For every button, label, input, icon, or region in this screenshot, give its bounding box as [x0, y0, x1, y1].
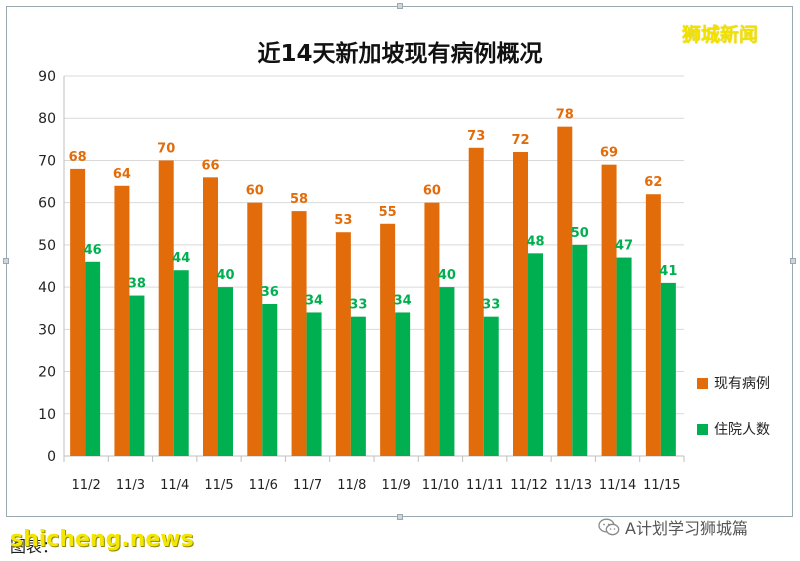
data-label-existing-cases: 69 [600, 146, 618, 161]
site-watermark: shicheng.news [10, 527, 194, 552]
data-label-existing-cases: 73 [467, 129, 485, 144]
y-tick-label: 0 [47, 449, 56, 465]
source-label: 图表： [10, 537, 59, 556]
data-label-hospitalized: 34 [394, 293, 412, 308]
x-tick-label: 11/8 [337, 478, 366, 493]
bar-existing-cases [468, 147, 484, 456]
bar-existing-cases [601, 164, 617, 456]
bar-existing-cases [114, 185, 130, 456]
x-tick-label: 11/3 [116, 478, 145, 493]
bar-existing-cases [247, 202, 263, 456]
wechat-account-name: A计划学习狮城篇 [625, 519, 748, 538]
y-tick-label: 60 [38, 196, 56, 212]
data-label-hospitalized: 33 [482, 298, 500, 313]
x-tick-label: 11/5 [204, 478, 233, 493]
data-label-existing-cases: 60 [246, 184, 264, 199]
data-label-existing-cases: 72 [511, 133, 529, 148]
bar-hospitalized [572, 244, 588, 456]
legend-item-series-1: 住院人数 [697, 418, 770, 440]
data-label-hospitalized: 50 [571, 226, 589, 241]
bar-existing-cases [424, 202, 440, 456]
data-label-hospitalized: 34 [305, 293, 323, 308]
data-label-hospitalized: 46 [84, 243, 102, 258]
x-tick-label: 11/6 [249, 478, 278, 493]
data-label-hospitalized: 48 [526, 234, 544, 249]
y-tick-label: 40 [38, 280, 56, 296]
data-label-hospitalized: 47 [615, 239, 633, 254]
data-label-hospitalized: 36 [261, 285, 279, 300]
legend: 现有病例 住院人数 [697, 372, 770, 464]
legend-label-series-0: 现有病例 [714, 376, 770, 392]
watermark-top: 狮城新闻 [682, 24, 759, 46]
bar-existing-cases [557, 126, 573, 457]
bar-hospitalized [616, 257, 632, 456]
bar-hospitalized [483, 316, 499, 456]
x-tick-label: 11/4 [160, 478, 189, 493]
resize-handle-right[interactable] [790, 258, 796, 264]
bar-existing-cases [380, 223, 396, 456]
bar-hospitalized [439, 287, 455, 456]
legend-swatch-series-1 [697, 423, 708, 435]
bar-existing-cases [513, 152, 528, 456]
bar-hospitalized [85, 261, 101, 456]
data-label-existing-cases: 62 [644, 175, 662, 190]
data-label-hospitalized: 41 [659, 264, 677, 279]
bar-hospitalized [306, 312, 322, 456]
x-tick-label: 11/9 [382, 478, 411, 493]
bar-existing-cases [335, 232, 351, 456]
x-tick-label: 11/12 [510, 478, 547, 493]
data-label-existing-cases: 70 [157, 141, 175, 156]
y-tick-label: 70 [38, 153, 56, 169]
bar-existing-cases [70, 168, 86, 456]
x-tick-label: 11/11 [466, 478, 503, 493]
resize-handle-top[interactable] [397, 3, 403, 9]
data-label-existing-cases: 64 [113, 167, 131, 182]
wechat-icon [598, 518, 620, 536]
y-tick-label: 10 [38, 407, 56, 423]
data-label-hospitalized: 40 [216, 268, 234, 283]
x-tick-label: 11/7 [293, 478, 322, 493]
x-tick-label: 11/15 [643, 478, 680, 493]
wechat-account: A计划学习狮城篇 [598, 515, 748, 539]
y-tick-label: 30 [38, 322, 56, 338]
bar-hospitalized [660, 282, 676, 456]
resize-handle-bottom[interactable] [397, 514, 403, 520]
data-label-existing-cases: 78 [556, 108, 574, 123]
data-label-hospitalized: 44 [172, 251, 190, 266]
data-label-hospitalized: 40 [438, 268, 456, 283]
legend-swatch-series-0 [697, 377, 708, 389]
data-label-existing-cases: 68 [69, 150, 87, 165]
y-tick-label: 50 [38, 238, 56, 254]
bar-hospitalized [528, 253, 543, 456]
data-label-hospitalized: 38 [128, 277, 146, 292]
bar-existing-cases [158, 160, 174, 456]
bar-existing-cases [203, 177, 218, 457]
bar-existing-cases [645, 194, 661, 456]
bar-hospitalized [173, 270, 189, 456]
resize-handle-left[interactable] [3, 258, 9, 264]
x-tick-label: 11/2 [72, 478, 101, 493]
bar-hospitalized [395, 312, 411, 456]
bar-hospitalized [262, 304, 278, 456]
data-label-existing-cases: 66 [201, 158, 219, 173]
bar-hospitalized [350, 316, 366, 456]
y-tick-label: 90 [38, 69, 56, 85]
data-label-existing-cases: 58 [290, 192, 308, 207]
x-tick-label: 11/14 [599, 478, 636, 493]
legend-label-series-1: 住院人数 [714, 422, 770, 438]
data-label-existing-cases: 55 [379, 205, 397, 220]
x-tick-label: 11/13 [555, 478, 592, 493]
bar-hospitalized [218, 287, 233, 456]
y-tick-label: 80 [38, 111, 56, 127]
data-label-existing-cases: 53 [334, 213, 352, 228]
bar-existing-cases [291, 211, 307, 456]
data-label-hospitalized: 33 [349, 298, 367, 313]
bar-hospitalized [129, 295, 145, 456]
y-tick-label: 20 [38, 365, 56, 381]
data-label-existing-cases: 60 [423, 184, 441, 199]
x-tick-label: 11/10 [422, 478, 459, 493]
legend-item-series-0: 现有病例 [697, 372, 770, 394]
chart-title: 近14天新加坡现有病例概况 [257, 41, 543, 67]
